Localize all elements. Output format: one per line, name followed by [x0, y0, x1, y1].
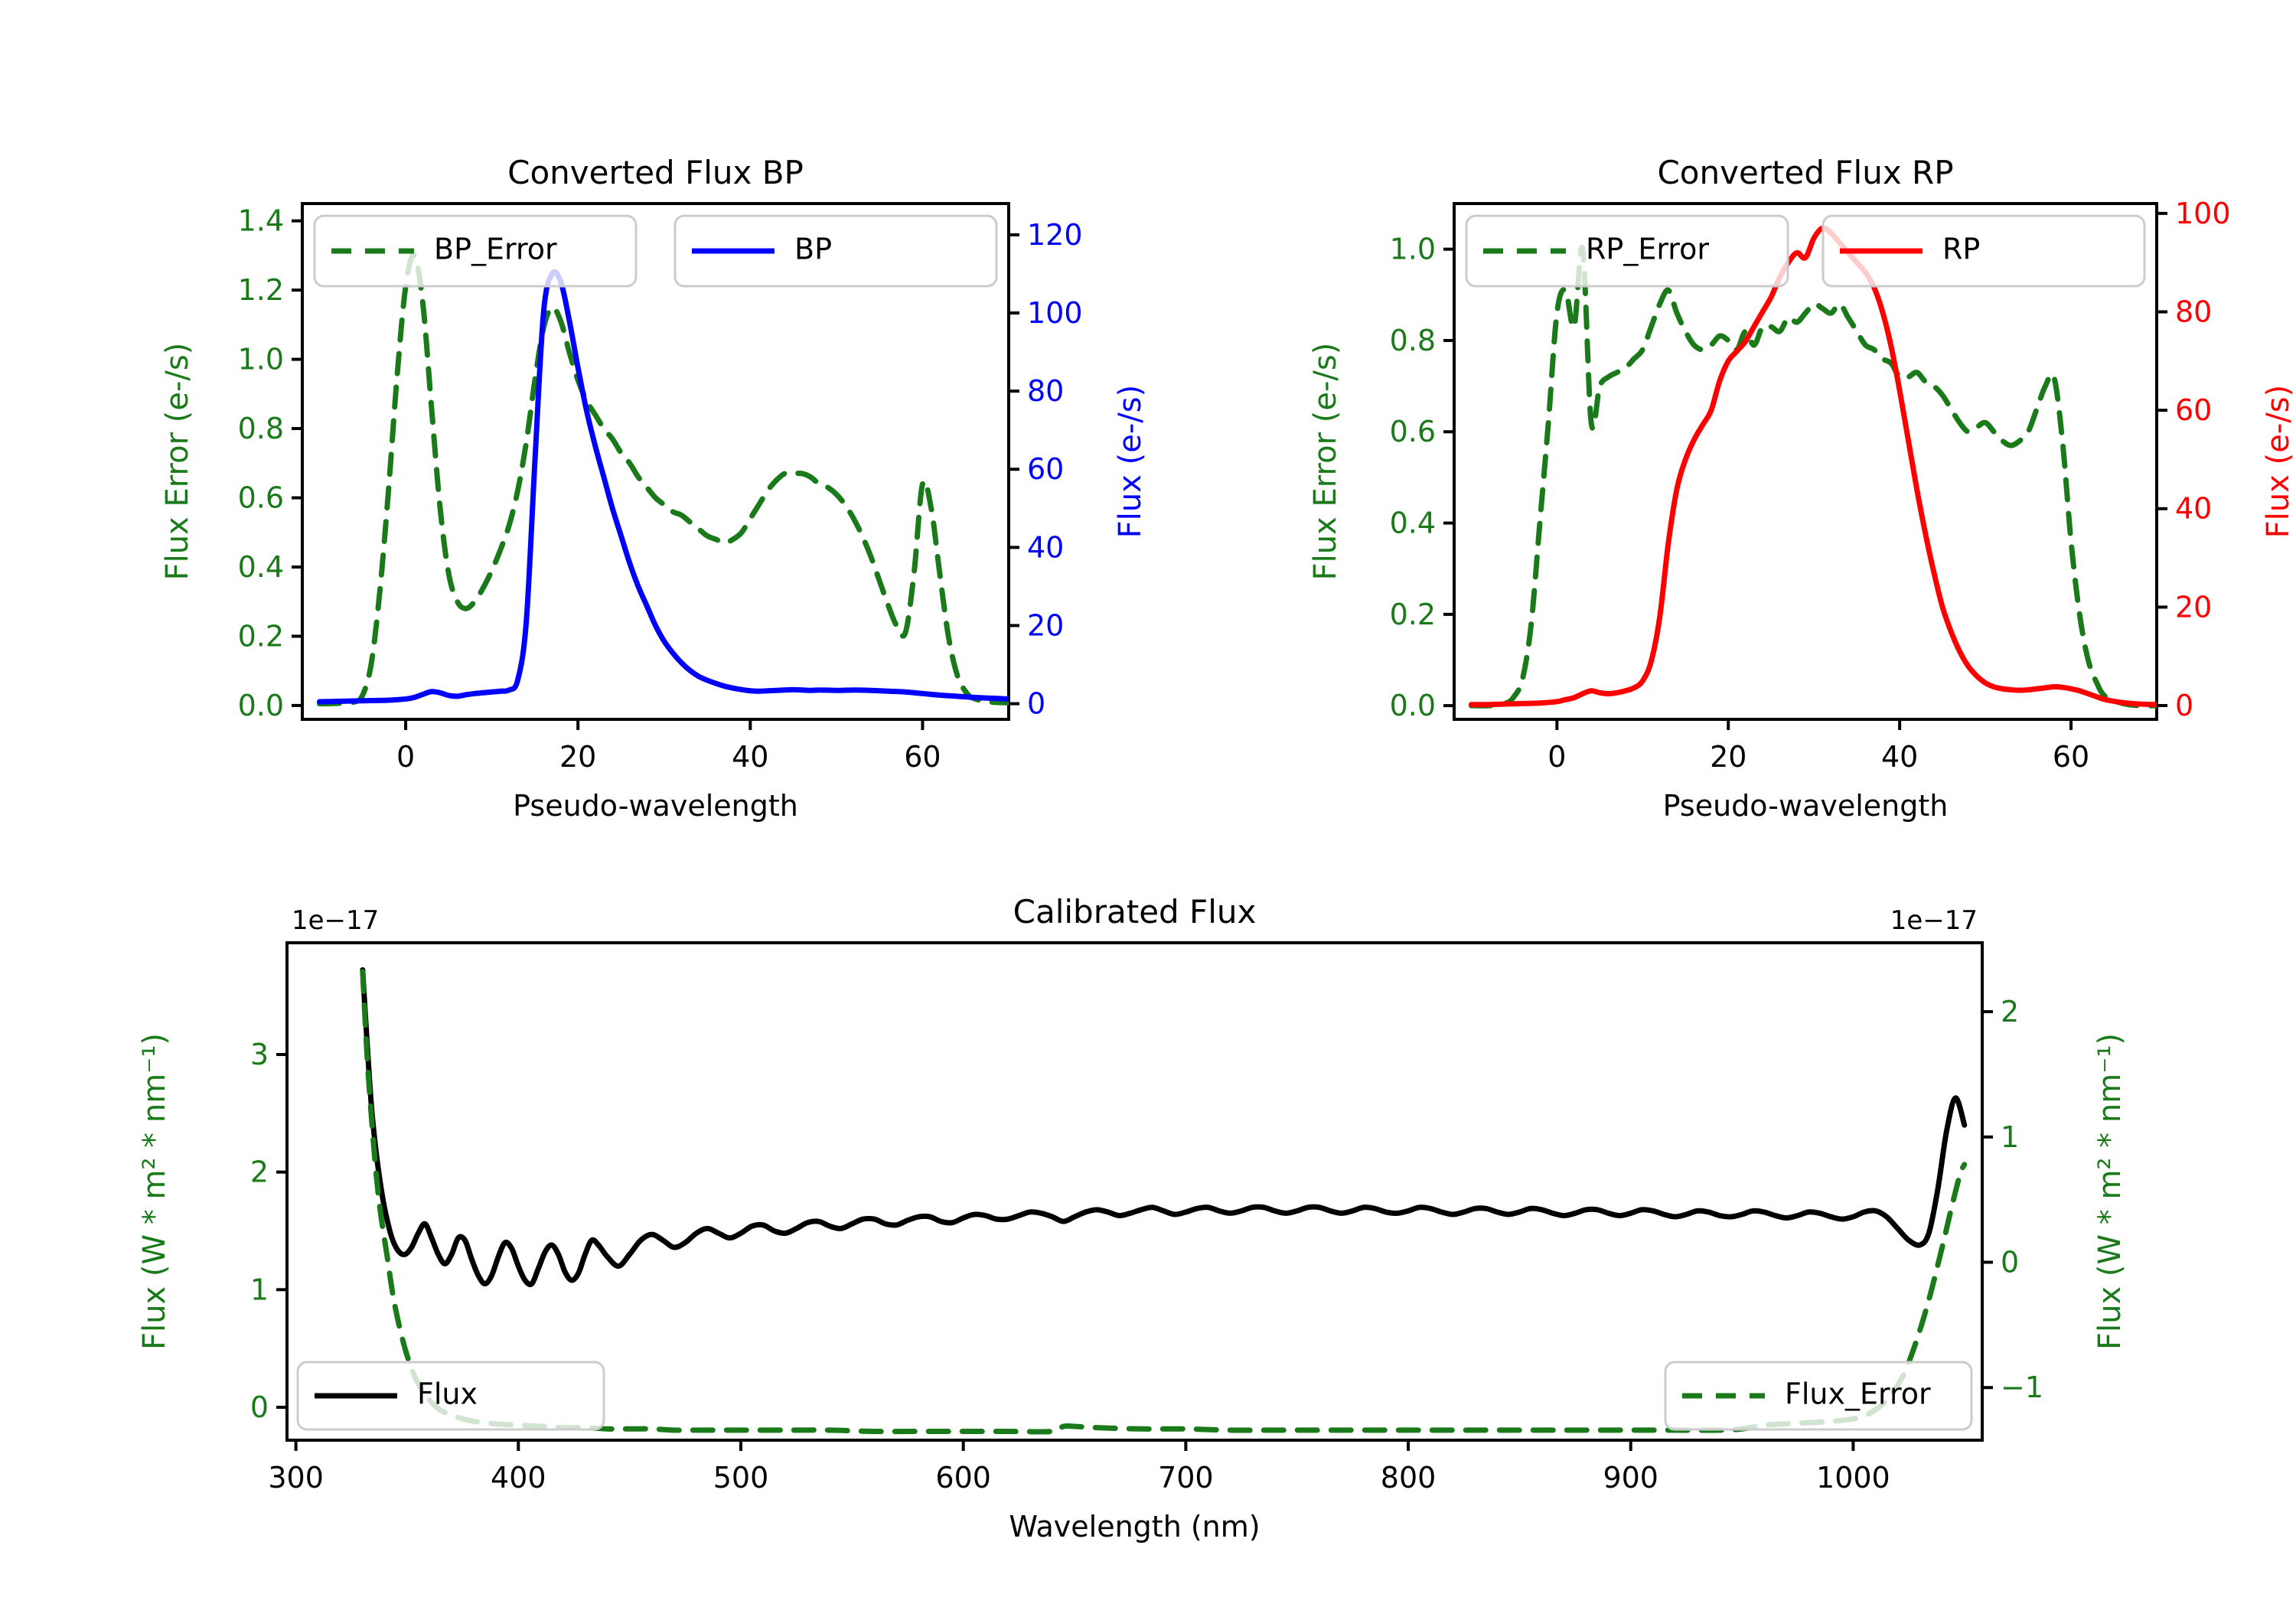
y-tick-label-left: 1.0	[1390, 233, 1436, 266]
legend-bp: BP	[673, 214, 998, 288]
y-axis-label-right: Flux (W * m² * nm⁻¹)	[2092, 1033, 2128, 1350]
y-tick-label-left: 0.4	[238, 550, 284, 584]
y-tick-label-right: 1	[2001, 1120, 2019, 1154]
y-tick-label-left: 1.2	[238, 273, 284, 307]
y-tick-label-left: 0.2	[1390, 598, 1436, 631]
y-tick-label-right: 80	[1027, 374, 1064, 408]
y-tick-label-left: 0.8	[238, 412, 284, 445]
legend-flux-error: Flux_Error	[1664, 1361, 1973, 1431]
legend-box	[1821, 214, 2146, 288]
y-tick-label-left: 2	[250, 1156, 269, 1189]
y-tick-label-left: 0.2	[238, 619, 284, 653]
x-tick-label: 0	[1548, 740, 1566, 774]
y-axis-label-left: Flux Error (e-/s)	[160, 343, 195, 581]
y-tick-label-right: 100	[2175, 197, 2231, 230]
series-group	[317, 252, 1009, 707]
offset-text-right: 1e−17	[1890, 905, 1978, 936]
panel-converted-flux-bp: Converted Flux BP 0 20 40 60 Pseudo-wavelengt…	[0, 0, 1148, 826]
y-tick-label-left: 1	[250, 1273, 269, 1306]
legend-label: BP_Error	[434, 233, 557, 266]
chart-title: Converted Flux BP	[507, 154, 804, 191]
x-tick-label: 20	[559, 740, 596, 774]
series-line-bp_error	[317, 252, 1009, 707]
x-tick-label: 40	[732, 740, 768, 774]
plot-frame	[1453, 202, 2158, 721]
y-tick-label-right: 0	[1027, 687, 1045, 721]
y-tick-label-left: 0	[250, 1390, 269, 1424]
x-tick-label: 700	[1158, 1461, 1214, 1495]
panel-calibrated-flux: Calibrated Flux 300 400 500 600 700 800 900 1000…	[0, 826, 2296, 1607]
y-tick-label-left: 0.8	[1390, 324, 1436, 357]
y-axis-label-right: Flux (e-/s)	[1113, 385, 1148, 538]
legend-label: Flux_Error	[1785, 1377, 1931, 1411]
legend-box	[313, 214, 638, 288]
y-tick-label-right: 80	[2175, 295, 2212, 328]
y-tick-label-left: 0.6	[1390, 415, 1436, 448]
y-tick-label-right: −1	[2001, 1371, 2043, 1404]
chart-title: Converted Flux RP	[1657, 154, 1953, 191]
y-axis-label-left: Flux (W * m² * nm⁻¹)	[137, 1033, 172, 1350]
x-axis-label: Pseudo-wavelength	[1663, 789, 1949, 823]
legend-label: BP	[794, 233, 832, 266]
legend-box	[673, 214, 998, 288]
y-tick-label-right: 60	[1027, 452, 1064, 486]
y-tick-label-right: 20	[1027, 608, 1064, 642]
chart-title: Calibrated Flux	[1013, 893, 1257, 931]
series-line-flux	[360, 966, 1968, 1287]
x-tick-label: 60	[904, 740, 941, 774]
legend-label: RP_Error	[1586, 233, 1709, 266]
x-tick-label: 900	[1603, 1461, 1658, 1495]
y-tick-label-right: 40	[1027, 530, 1064, 564]
y-tick-label-right: 40	[2175, 492, 2212, 526]
y-axis-label-left: Flux Error (e-/s)	[1308, 343, 1343, 581]
x-tick-label: 300	[268, 1461, 324, 1495]
y-tick-label-left: 0.0	[238, 689, 284, 722]
y-tick-label-left: 3	[250, 1038, 269, 1071]
y-tick-label-right: 0	[2001, 1246, 2019, 1279]
legend-box	[1465, 214, 1789, 288]
x-tick-label: 20	[1710, 740, 1746, 774]
legend-flux: Flux	[296, 1361, 605, 1431]
x-tick-label: 40	[1881, 740, 1918, 774]
series-line-bp	[317, 269, 1009, 705]
legend-bp-error: BP_Error	[313, 214, 638, 288]
y-tick-label-right: 0	[2175, 689, 2193, 722]
y-axis-label-right: Flux (e-/s)	[2261, 385, 2296, 538]
y-tick-label-right: 100	[1027, 296, 1083, 330]
y-tick-label-right: 60	[2175, 393, 2212, 427]
panel-converted-flux-rp: Converted Flux RP 0 20 40 60 Pseudo-wavelengt…	[1148, 0, 2296, 826]
legend-label: RP	[1942, 233, 1980, 266]
y-tick-label-right: 20	[2175, 590, 2212, 624]
legend-label: Flux	[417, 1377, 478, 1411]
legend-rp-error: RP_Error	[1465, 214, 1789, 288]
x-tick-label: 0	[396, 740, 415, 774]
offset-text-left: 1e−17	[292, 905, 379, 936]
legend-box	[296, 1361, 605, 1431]
chart-converted-flux-bp: Converted Flux BP 0 20 40 60 Pseudo-wavelengt…	[160, 154, 1148, 823]
legend-rp: RP	[1821, 214, 2146, 288]
y-tick-label-left: 1.4	[238, 204, 284, 238]
plot-frame	[285, 941, 1984, 1442]
x-tick-label: 1000	[1816, 1461, 1890, 1495]
x-tick-label: 600	[935, 1461, 991, 1495]
chart-converted-flux-rp: Converted Flux RP 0 20 40 60 Pseudo-wavelengt…	[1308, 154, 2296, 823]
legend-box	[1664, 1361, 1973, 1431]
x-tick-label: 500	[713, 1461, 769, 1495]
y-tick-label-left: 0.6	[238, 481, 284, 514]
x-axis-label: Wavelength (nm)	[1009, 1510, 1260, 1543]
x-tick-label: 400	[491, 1461, 546, 1495]
y-tick-label-right: 2	[2001, 995, 2019, 1028]
y-tick-label-left: 1.0	[238, 343, 284, 376]
y-tick-label-right: 120	[1027, 218, 1083, 252]
x-tick-label: 800	[1381, 1461, 1437, 1495]
x-axis-label: Pseudo-wavelength	[513, 789, 798, 823]
y-tick-label-left: 0.4	[1390, 507, 1436, 540]
x-tick-label: 60	[2053, 740, 2089, 774]
y-tick-label-left: 0.0	[1390, 689, 1436, 722]
